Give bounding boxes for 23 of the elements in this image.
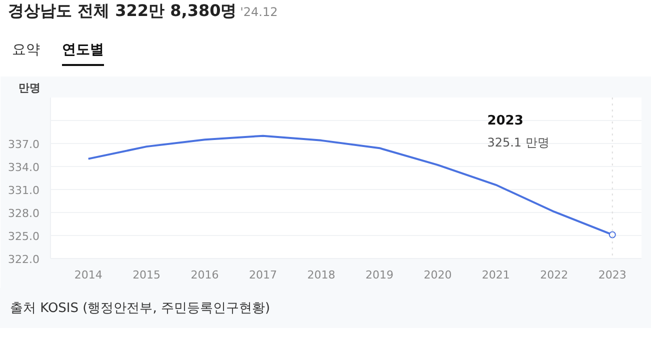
x-tick-label: 2017	[249, 268, 278, 282]
y-axis-title: 만명	[18, 82, 40, 94]
text: 연도별	[62, 36, 104, 66]
y-tick-label: 334.0	[8, 161, 40, 174]
x-tick-label: 2023	[598, 268, 626, 282]
y-tick-label: 328.0	[8, 207, 40, 220]
x-tick-label: 2014	[74, 268, 102, 282]
x-tick-label: 2015	[132, 268, 161, 282]
x-tick-label: 2018	[307, 268, 336, 282]
x-tick-label: 2019	[365, 268, 394, 282]
y-tick-label: 331.0	[8, 184, 40, 197]
chart-title: 경상남도 전체 322만 8,380명	[8, 1, 237, 20]
chart-subtitle: '24.12	[240, 5, 278, 19]
y-tick-label: 322.0	[8, 253, 40, 266]
y-tick-label: 337.0	[8, 138, 40, 151]
y-tick-label: 325.0	[8, 230, 40, 243]
x-tick-label: 2021	[482, 268, 510, 282]
annotation: 2023 325.1 만명	[487, 113, 550, 150]
x-tick-label: 2022	[540, 268, 568, 282]
text: 요약	[12, 41, 40, 60]
x-tick-label: 2016	[190, 268, 219, 282]
x-tick-label: 2020	[424, 268, 452, 282]
source-note: 출처 KOSIS (행정안전부, 주민등록인구현황)	[10, 301, 270, 316]
